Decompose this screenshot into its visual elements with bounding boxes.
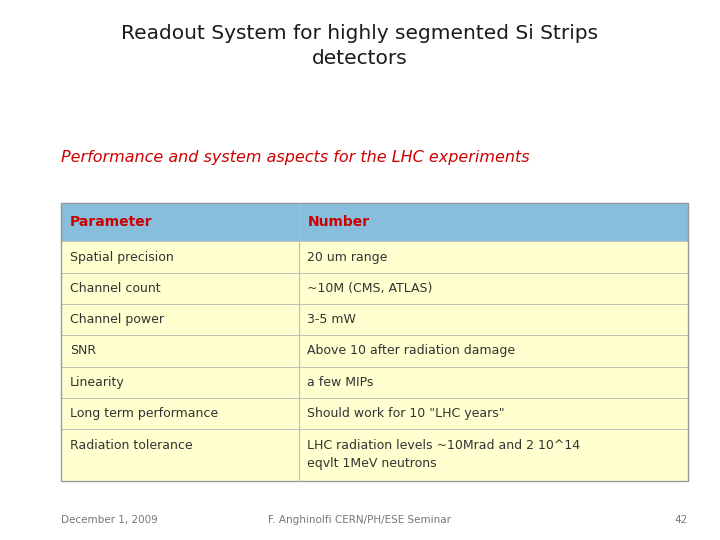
- Text: Spatial precision: Spatial precision: [70, 251, 174, 264]
- Text: Channel count: Channel count: [70, 282, 161, 295]
- Text: F. Anghinolfi CERN/PH/ESE Seminar: F. Anghinolfi CERN/PH/ESE Seminar: [269, 515, 451, 525]
- Text: 20 um range: 20 um range: [307, 251, 388, 264]
- Text: Performance and system aspects for the LHC experiments: Performance and system aspects for the L…: [61, 150, 530, 165]
- Text: 42: 42: [675, 515, 688, 525]
- Text: Channel power: Channel power: [70, 313, 164, 326]
- Text: SNR: SNR: [70, 345, 96, 357]
- Text: Long term performance: Long term performance: [70, 407, 218, 420]
- Text: ~10M (CMS, ATLAS): ~10M (CMS, ATLAS): [307, 282, 433, 295]
- Text: a few MIPs: a few MIPs: [307, 376, 374, 389]
- Text: Should work for 10 "LHC years": Should work for 10 "LHC years": [307, 407, 505, 420]
- Text: 3-5 mW: 3-5 mW: [307, 313, 356, 326]
- Text: LHC radiation levels ~10Mrad and 2 10^14
eqvlt 1MeV neutrons: LHC radiation levels ~10Mrad and 2 10^14…: [307, 439, 580, 470]
- Text: Linearity: Linearity: [70, 376, 125, 389]
- Text: Above 10 after radiation damage: Above 10 after radiation damage: [307, 345, 516, 357]
- Text: Number: Number: [307, 215, 369, 229]
- Text: Radiation tolerance: Radiation tolerance: [70, 439, 192, 452]
- Text: December 1, 2009: December 1, 2009: [61, 515, 158, 525]
- Text: Parameter: Parameter: [70, 215, 153, 229]
- Text: Readout System for highly segmented Si Strips
detectors: Readout System for highly segmented Si S…: [122, 24, 598, 68]
